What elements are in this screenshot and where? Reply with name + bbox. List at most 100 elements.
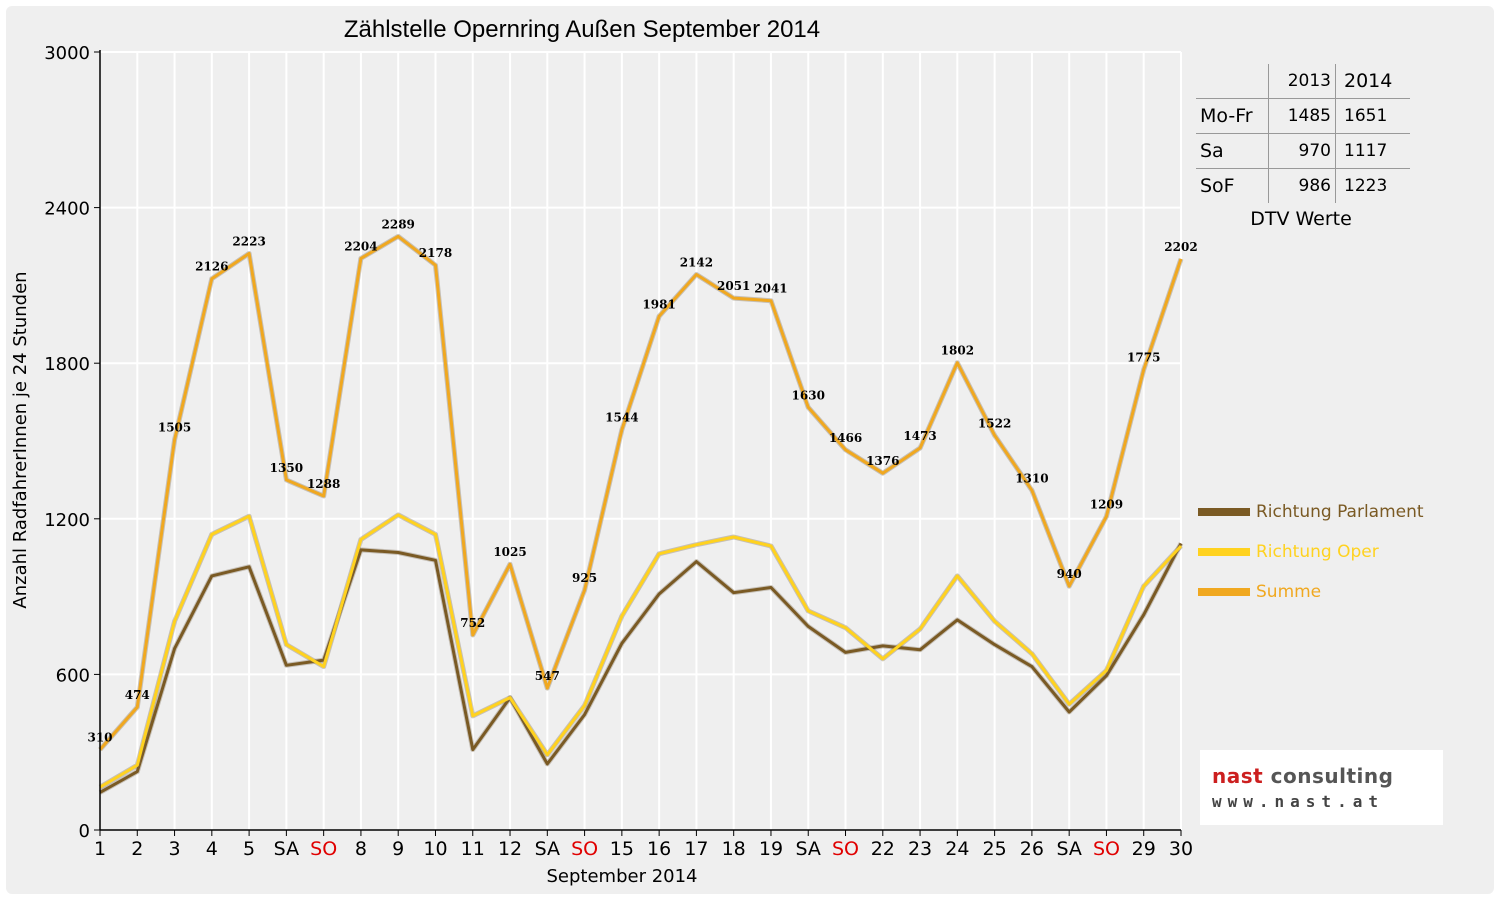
dtv-value-2013: 986 — [1268, 168, 1336, 203]
legend-swatch — [1198, 508, 1250, 516]
series-line-richtung-oper — [99, 513, 1183, 789]
x-tick-label: SO — [1093, 838, 1120, 860]
y-tick-label: 1200 — [44, 510, 90, 531]
y-tick-label: 2400 — [44, 199, 90, 220]
data-label: 1630 — [792, 388, 825, 402]
x-tick-label: 2 — [131, 838, 143, 860]
series-line-richtung-parlament — [99, 542, 1183, 794]
dtv-row: Sa 970 1117 — [1196, 133, 1410, 169]
data-label: 1544 — [605, 411, 638, 425]
dtv-row-label: SoF — [1196, 168, 1269, 203]
legend-label: Summe — [1256, 582, 1322, 602]
series-shadow-richtung-oper — [98, 512, 1183, 790]
dtv-value-2013: 970 — [1268, 133, 1336, 169]
x-tick-label: 12 — [498, 838, 522, 860]
y-tick-label: 600 — [56, 665, 90, 686]
data-label: 2202 — [1164, 240, 1197, 254]
data-label: 310 — [87, 731, 112, 745]
company-logo: nast consulting www.nast.at — [1200, 750, 1443, 825]
dtv-corner — [1196, 64, 1269, 99]
data-label: 2289 — [382, 217, 415, 231]
dtv-header-row: 2013 2014 — [1196, 64, 1410, 99]
x-tick-label: 26 — [1020, 838, 1044, 860]
x-tick-label: SA — [274, 838, 299, 860]
x-tick-label: 10 — [423, 838, 447, 860]
x-tick-label: 17 — [684, 838, 708, 860]
x-tick-label: 23 — [908, 838, 932, 860]
dtv-header-2013: 2013 — [1268, 64, 1336, 99]
legend-swatch — [1198, 588, 1250, 596]
legend-item-oper: Richtung Oper — [1198, 532, 1424, 572]
legend-label: Richtung Parlament — [1256, 502, 1424, 522]
data-label: 1802 — [941, 344, 974, 358]
data-label: 1473 — [903, 429, 936, 443]
data-label: 1209 — [1090, 497, 1123, 511]
y-axis-label: Anzahl RadfahrerInnen je 24 Stunden — [10, 271, 31, 608]
logo-name: nast consulting — [1212, 764, 1393, 788]
chart-title: Zählstelle Opernring Außen September 201… — [344, 16, 820, 43]
data-label: 547 — [535, 669, 560, 683]
dtv-row: SoF 986 1223 — [1196, 168, 1410, 203]
data-label: 474 — [125, 688, 150, 702]
data-label: 925 — [572, 571, 597, 585]
x-tick-label: SA — [796, 838, 821, 860]
data-label: 2041 — [754, 282, 787, 296]
x-tick-label: 22 — [871, 838, 895, 860]
x-tick-label: 24 — [945, 838, 969, 860]
data-label: 2051 — [717, 279, 750, 293]
logo-name-part1: nast — [1212, 764, 1264, 788]
legend-label: Richtung Oper — [1256, 542, 1379, 562]
x-tick-label: 19 — [759, 838, 783, 860]
y-tick-label: 3000 — [44, 43, 90, 64]
dtv-row-label: Mo-Fr — [1196, 98, 1269, 134]
x-tick-label: 1 — [94, 838, 106, 860]
y-tick-label: 1800 — [44, 354, 90, 375]
x-tick-label: 18 — [722, 838, 746, 860]
legend-item-parlament: Richtung Parlament — [1198, 492, 1424, 532]
legend-swatch — [1198, 548, 1250, 556]
dtv-table: 2013 2014 Mo-Fr 1485 1651 Sa 970 1117 So… — [1196, 64, 1410, 203]
x-tick-label: SO — [310, 838, 337, 860]
dtv-caption: DTV Werte — [1250, 208, 1352, 230]
dtv-row: Mo-Fr 1485 1651 — [1196, 98, 1410, 134]
data-label: 1288 — [307, 477, 340, 491]
data-label: 2142 — [680, 256, 713, 270]
series-shadow-summe — [98, 233, 1184, 752]
data-label: 2178 — [419, 246, 452, 260]
chart-legend: Richtung Parlament Richtung Oper Summe — [1198, 492, 1424, 612]
y-tick-label: 0 — [79, 821, 90, 842]
x-tick-label: 11 — [461, 838, 485, 860]
data-label: 1466 — [829, 431, 862, 445]
logo-name-part2: consulting — [1263, 764, 1394, 788]
x-tick-label: 8 — [355, 838, 367, 860]
dtv-value-2014: 1651 — [1335, 98, 1410, 134]
dtv-value-2014: 1117 — [1335, 133, 1410, 169]
dtv-row-label: Sa — [1196, 133, 1269, 169]
logo-url: www.nast.at — [1212, 792, 1384, 811]
x-tick-label: SA — [1056, 838, 1081, 860]
data-label: 2204 — [344, 239, 377, 253]
legend-item-summe: Summe — [1198, 572, 1424, 612]
data-label: 1350 — [270, 461, 303, 475]
data-label: 1310 — [1015, 471, 1048, 485]
data-label: 1376 — [866, 454, 899, 468]
data-label: 1025 — [493, 545, 526, 559]
data-label: 1775 — [1127, 351, 1160, 365]
series-line-summe — [98, 234, 1183, 751]
dtv-value-2014: 1223 — [1335, 168, 1410, 203]
x-tick-label: 25 — [983, 838, 1007, 860]
x-tick-label: 5 — [243, 838, 255, 860]
data-label: 2126 — [195, 260, 228, 274]
x-tick-label: 30 — [1169, 838, 1193, 860]
data-label: 752 — [460, 616, 485, 630]
data-label: 1522 — [978, 416, 1011, 430]
x-tick-label: SA — [535, 838, 560, 860]
x-tick-label: 16 — [647, 838, 671, 860]
data-label: 940 — [1057, 567, 1082, 581]
x-tick-label: 3 — [169, 838, 181, 860]
x-tick-label: 9 — [392, 838, 404, 860]
x-tick-label: 29 — [1132, 838, 1156, 860]
dtv-header-2014: 2014 — [1335, 64, 1410, 99]
x-tick-label: 4 — [206, 838, 218, 860]
